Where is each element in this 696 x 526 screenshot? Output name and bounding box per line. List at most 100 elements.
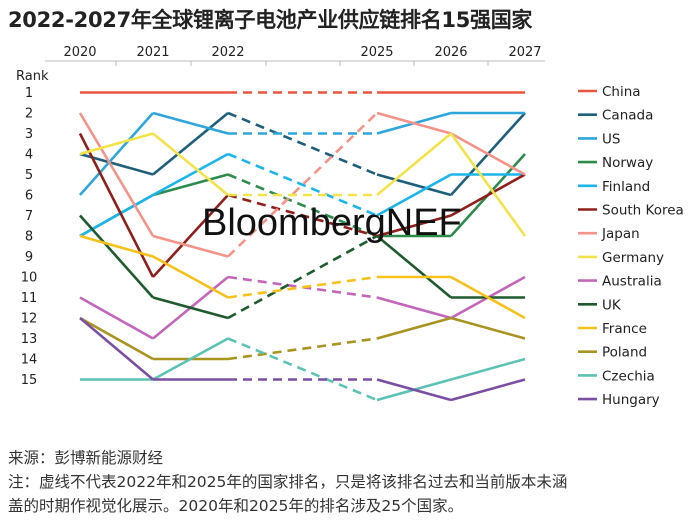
y-tick-label: 4 <box>25 148 33 163</box>
watermark-text: BloombergNEF <box>202 202 462 244</box>
series-segment <box>227 193 378 238</box>
series-uk <box>79 214 526 320</box>
series-segment <box>450 378 526 402</box>
series-germany <box>79 132 527 237</box>
series-segment <box>79 296 154 340</box>
legend-label: South Korea <box>602 203 684 219</box>
series-segment <box>152 173 229 197</box>
chart-title: 2022-2027年全球锂离子电池产业供应链排名15强国家 <box>8 8 533 32</box>
y-tick-label: 13 <box>21 332 38 347</box>
legend-item: China <box>578 84 641 100</box>
y-axis-label: Rank <box>16 69 49 84</box>
x-axis-ticks: 2020 2021 2022 2025 2026 2027 <box>45 45 545 66</box>
series-segment <box>450 316 526 340</box>
series-segment <box>79 132 154 156</box>
series-segment <box>450 173 526 217</box>
legend: China Canada US Norway Finland South Korea Jap… <box>578 84 684 408</box>
y-tick-label: 11 <box>21 291 38 306</box>
series-czechia <box>79 337 526 402</box>
series-segment <box>79 112 154 196</box>
x-tick-label: 2020 <box>63 45 96 60</box>
legend-label: Norway <box>602 155 653 171</box>
series-segment <box>227 173 378 238</box>
series-segment <box>78 112 155 237</box>
legend-item: South Korea <box>578 203 684 219</box>
legend-label: Hungary <box>602 392 660 408</box>
y-tick-label: 9 <box>25 250 33 265</box>
legend-label: Australia <box>602 274 662 290</box>
legend-label: Czechia <box>602 368 655 384</box>
note-line-2: 盖的时期作视觉化展示。2020年和2025年的排名涉及25个国家。 <box>8 497 464 515</box>
series-segment <box>152 152 229 197</box>
series-us <box>79 111 526 196</box>
legend-label: Finland <box>602 179 650 195</box>
note-line-1: 注：虚线不代表2022年和2025年的国家排名，只是将该排名过去和当前版本未涵 <box>8 473 568 491</box>
series-hungary <box>79 317 526 402</box>
series-segment <box>376 173 452 197</box>
y-tick-label: 10 <box>21 271 38 286</box>
source-text: 来源：彭博新能源财经 <box>8 449 164 467</box>
series-canada <box>79 111 526 197</box>
legend-item: Norway <box>578 155 653 171</box>
legend-label: China <box>602 84 641 100</box>
legend-item: France <box>578 321 647 337</box>
footer: 来源：彭博新能源财经 注：虚线不代表2022年和2025年的国家排名，只是将该排… <box>8 446 567 518</box>
y-tick-label: 15 <box>21 373 38 388</box>
y-tick-label: 14 <box>21 353 38 368</box>
series-segment <box>79 317 154 381</box>
series-finland <box>79 152 526 238</box>
series-segment <box>79 214 154 299</box>
y-tick-label: 12 <box>21 312 38 327</box>
legend-label: UK <box>602 297 622 313</box>
legend-item: US <box>578 131 620 147</box>
x-tick-label: 2025 <box>360 45 393 60</box>
y-tick-label: 3 <box>25 127 33 142</box>
bump-chart: 2020 2021 2022 2025 2026 2027 Rank 1234567891… <box>16 45 684 408</box>
y-tick-label: 8 <box>25 230 33 245</box>
series-segment <box>227 337 378 361</box>
legend-item: Finland <box>578 179 650 195</box>
series-segment <box>152 234 229 258</box>
series-segment <box>450 132 526 176</box>
series-segment <box>227 112 378 258</box>
x-tick-label: 2027 <box>508 45 541 60</box>
series-segment <box>152 111 229 176</box>
y-tick-label: 5 <box>25 168 33 183</box>
legend-label: Poland <box>602 345 647 361</box>
y-tick-label: 2 <box>25 107 33 122</box>
series-segment <box>376 111 452 135</box>
legend-item: UK <box>578 297 622 313</box>
series-segment <box>152 337 229 381</box>
series-segment <box>79 234 154 258</box>
series-segment <box>152 132 229 197</box>
series-segment <box>376 296 452 320</box>
legend-item: Hungary <box>578 392 660 408</box>
legend-label: Germany <box>602 250 664 266</box>
y-tick-label: 7 <box>25 209 33 224</box>
series-segment <box>450 275 526 320</box>
x-tick-label: 2026 <box>434 45 467 60</box>
series-segment <box>227 337 378 402</box>
series-segment <box>227 275 378 299</box>
series-segment <box>376 378 452 402</box>
series-segment <box>376 316 452 340</box>
series-japan <box>78 111 526 258</box>
series-segment <box>376 132 452 196</box>
series-segment <box>376 173 452 217</box>
y-tick-label: 6 <box>25 189 33 204</box>
legend-item: Czechia <box>578 368 655 384</box>
legend-item: Japan <box>578 226 640 242</box>
legend-item: Australia <box>578 274 662 290</box>
x-tick-label: 2022 <box>211 45 244 60</box>
series-segment <box>152 296 229 320</box>
series-segment <box>227 152 378 217</box>
legend-item: Germany <box>578 250 664 266</box>
legend-label: Canada <box>602 108 653 124</box>
series-poland <box>79 316 526 361</box>
legend-item: Canada <box>578 108 653 124</box>
series-france <box>79 234 526 320</box>
series-lines <box>78 91 527 402</box>
legend-label: Japan <box>601 226 640 242</box>
series-segment <box>227 111 378 176</box>
